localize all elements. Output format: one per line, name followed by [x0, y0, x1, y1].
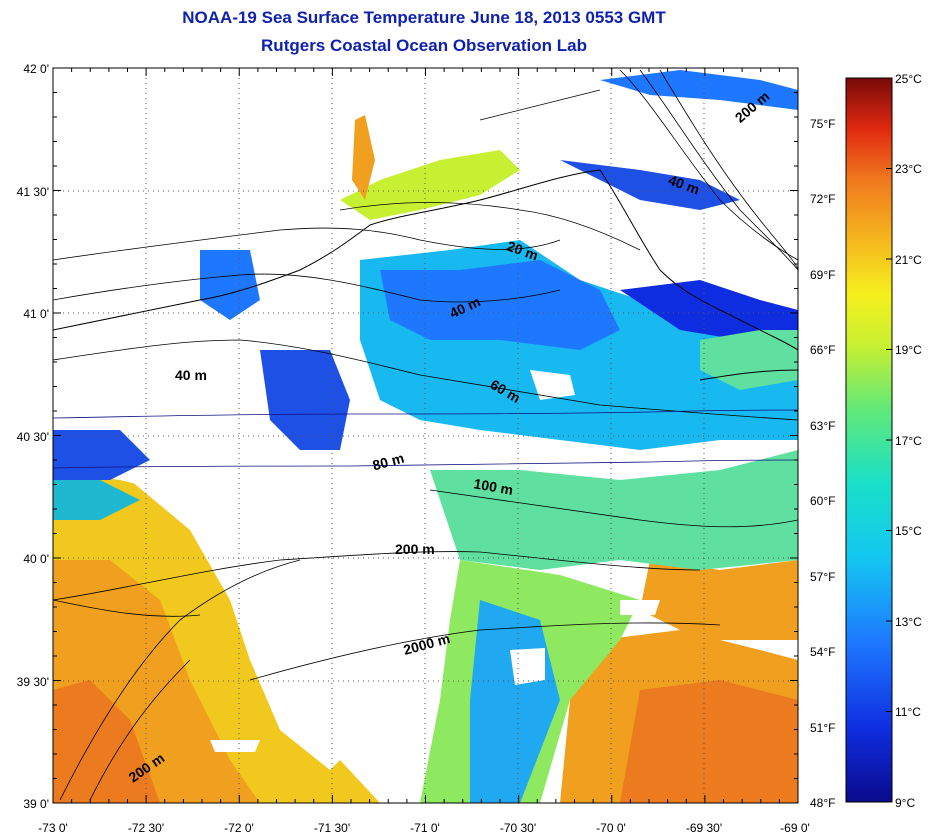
lon-tick-label: -73 0': [38, 821, 68, 835]
colorbar-label: 13°C: [895, 615, 922, 629]
lon-tick-labels: -73 0' -72 30' -72 0' -71 30' -71 0' -70…: [38, 821, 810, 835]
colorbar-label: 17°C: [895, 434, 922, 448]
map-subtitle: Rutgers Coastal Ocean Observation Lab: [261, 36, 587, 55]
f-tick-label: 66°F: [810, 343, 835, 357]
colorbar-label: 9°C: [895, 796, 915, 810]
colorbar-gradient: [845, 77, 893, 803]
lat-tick-labels: 42 0' 41 30' 41 0' 40 30' 40 0' 39 30' 3…: [17, 62, 49, 811]
colorbar-label: 15°C: [895, 524, 922, 538]
f-tick-label: 48°F: [810, 796, 835, 810]
coastline: [53, 169, 798, 381]
colorbar-label: 25°C: [895, 72, 922, 86]
lat-tick-label: 40 0': [23, 552, 49, 566]
bathymetry-contours: [53, 69, 798, 801]
colorbar-label: 23°C: [895, 162, 922, 176]
fahrenheit-labels: 75°F 72°F 69°F 66°F 63°F 60°F 57°F 54°F …: [810, 117, 835, 810]
lon-tick-label: -71 30': [314, 821, 350, 835]
f-tick-label: 72°F: [810, 192, 835, 206]
lat-tick-label: 41 30': [17, 185, 49, 199]
f-tick-label: 51°F: [810, 721, 835, 735]
colorbar-label: 19°C: [895, 343, 922, 357]
contour-label: 100 m: [472, 475, 514, 498]
colorbar: 25°C 23°C 21°C 19°C 17°C 15°C 13°C 11°C …: [845, 72, 922, 810]
contour-label: 40 m: [175, 367, 207, 383]
minor-ticks: [52, 67, 799, 804]
lon-tick-label: -71 0': [410, 821, 440, 835]
lat-tick-label: 39 30': [17, 675, 49, 689]
lon-tick-label: -72 0': [224, 821, 254, 835]
colorbar-label: 21°C: [895, 253, 922, 267]
contour-label: 200 m: [395, 541, 435, 557]
lon-tick-label: -70 0': [596, 821, 626, 835]
lat-tick-label: 41 0': [23, 307, 49, 321]
f-tick-label: 57°F: [810, 570, 835, 584]
map-title: NOAA-19 Sea Surface Temperature June 18,…: [182, 8, 666, 27]
lon-tick-label: -70 30': [500, 821, 536, 835]
lat-tick-label: 39 0': [23, 797, 49, 811]
lon-tick-label: -72 30': [128, 821, 164, 835]
lat-tick-label: 42 0': [23, 62, 49, 76]
lat-tick-label: 40 30': [17, 430, 49, 444]
lon-tick-label: -69 0': [780, 821, 810, 835]
lon-tick-label: -69 30': [686, 821, 722, 835]
f-tick-label: 60°F: [810, 494, 835, 508]
graticule: [53, 68, 798, 803]
colorbar-label: 11°C: [895, 705, 921, 719]
f-tick-label: 54°F: [810, 645, 835, 659]
f-tick-label: 69°F: [810, 268, 835, 282]
f-tick-label: 75°F: [810, 117, 835, 131]
contour-label: 80 m: [371, 450, 406, 474]
f-tick-label: 63°F: [810, 419, 835, 433]
